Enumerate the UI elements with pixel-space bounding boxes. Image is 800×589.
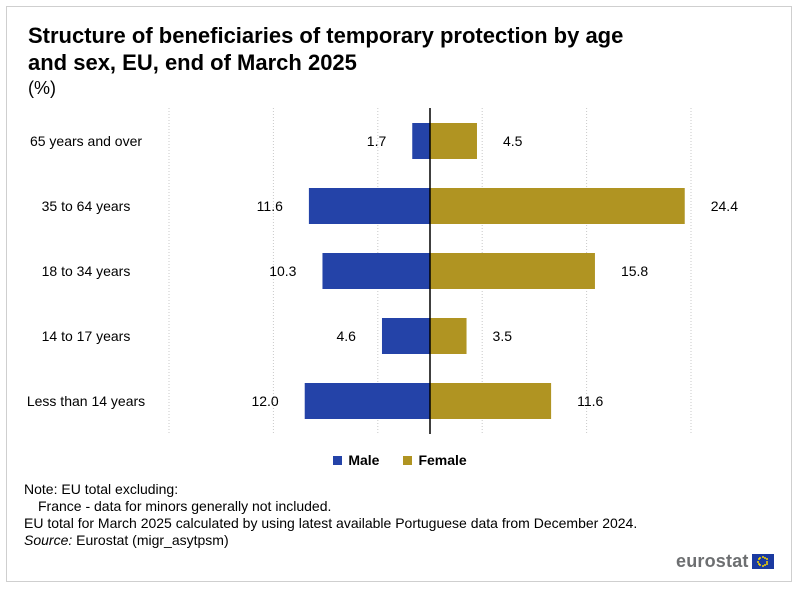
value-label-female: 11.6 (577, 393, 603, 409)
category-label: 35 to 64 years (42, 198, 131, 214)
flag-star (759, 556, 762, 559)
value-label-male: 12.0 (251, 393, 278, 409)
bar-female (430, 318, 467, 354)
chart-frame (6, 6, 792, 582)
bar-male (412, 123, 430, 159)
legend-swatch-female (403, 455, 413, 465)
category-label: 65 years and over (30, 133, 142, 149)
flag-star (759, 564, 762, 567)
source-text: Eurostat (migr_asytpsm) (72, 532, 229, 548)
value-label-female: 24.4 (711, 198, 738, 214)
value-label-female: 15.8 (621, 263, 648, 279)
note-line-3: EU total for March 2025 calculated by us… (24, 515, 638, 531)
legend-swatch-male (333, 455, 343, 465)
value-label-female: 3.5 (493, 328, 513, 344)
bars (304, 123, 685, 419)
source-label: Source: (24, 532, 73, 548)
bar-male (381, 318, 430, 354)
flag-star (765, 558, 768, 561)
labels: 65 years and over 1.7 4.5 35 to 64 years 11.… (27, 133, 738, 409)
category-label: 18 to 34 years (42, 263, 131, 279)
bar-male (304, 383, 430, 419)
flag-star (763, 556, 766, 559)
flag-star (757, 560, 760, 563)
bar-female (430, 253, 595, 289)
notes: Note: EU total excluding: France - data … (24, 481, 764, 549)
legend: Male Female (0, 452, 800, 468)
flag-star (757, 558, 760, 561)
note-line-1: Note: EU total excluding: (24, 481, 179, 497)
value-label-male: 1.7 (367, 133, 387, 149)
value-label-male: 4.6 (337, 328, 357, 344)
value-label-male: 10.3 (269, 263, 296, 279)
logo-text: eurostat (676, 551, 749, 571)
flag-star (757, 562, 760, 565)
flag-star (763, 564, 766, 567)
legend-item-female: Female (403, 452, 467, 468)
eu-flag-icon (751, 554, 774, 569)
flag-star (765, 562, 768, 565)
legend-label-female: Female (418, 452, 467, 468)
flag-star (766, 560, 769, 563)
flag-star (761, 555, 764, 558)
category-label: 14 to 17 years (42, 328, 131, 344)
category-label: Less than 14 years (27, 393, 145, 409)
bar-female (430, 188, 685, 224)
chart-subtitle: (%) (28, 78, 56, 98)
bar-female (430, 123, 477, 159)
legend-item-male: Male (333, 452, 379, 468)
chart-title: Structure of beneficiaries of temporary … (28, 23, 624, 75)
flag-star (761, 565, 764, 568)
value-label-male: 11.6 (257, 198, 283, 214)
bar-male (322, 253, 430, 289)
bar-female (430, 383, 552, 419)
note-line-2: France - data for minors generally not i… (38, 498, 332, 514)
source-line: Source: Eurostat (migr_asytpsm) (24, 532, 764, 549)
legend-label-male: Male (348, 452, 380, 468)
bar-male (308, 188, 430, 224)
value-label-female: 4.5 (503, 133, 523, 149)
eurostat-logo: eurostat (676, 551, 774, 572)
